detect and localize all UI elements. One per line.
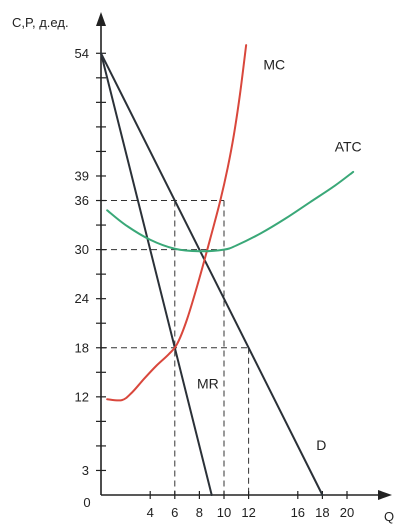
y-axis-arrow-icon — [96, 12, 106, 26]
series-atc-line — [106, 170, 355, 253]
ticks: 3 12 18 24 30 36 39 54 0 4 6 8 10 12 16 18 20 — [75, 46, 355, 520]
series-mr-line — [100, 52, 213, 496]
x-tick-label-16: 16 — [291, 505, 305, 520]
x-tick-label-10: 10 — [217, 505, 231, 520]
series — [100, 44, 355, 496]
y-tick-label-54: 54 — [75, 46, 89, 61]
x-tick-label-18: 18 — [315, 505, 329, 520]
y-tick-label-30: 30 — [75, 242, 89, 257]
y-tick-label-3: 3 — [82, 463, 89, 478]
axes — [96, 12, 392, 500]
y-tick-label-36: 36 — [75, 193, 89, 208]
x-tick-label-12: 12 — [241, 505, 255, 520]
y-tick-label-18: 18 — [75, 340, 89, 355]
curve-label-mr: MR — [197, 376, 219, 392]
series-mc-line — [106, 44, 248, 402]
x-axis-label: Q — [384, 509, 394, 524]
x-tick-label-8: 8 — [196, 505, 203, 520]
y-tick-label-12: 12 — [75, 389, 89, 404]
x-tick-label-4: 4 — [147, 505, 154, 520]
curve-label-atc: ATC — [335, 138, 362, 154]
x-axis-arrow-icon — [378, 490, 392, 500]
x-tick-label-0: 0 — [83, 495, 90, 510]
curve-label-mc: MC — [263, 57, 285, 73]
curve-label-d: D — [316, 437, 326, 453]
x-tick-label-6: 6 — [171, 505, 178, 520]
y-tick-label-39: 39 — [75, 168, 89, 183]
labels: MC ATC MR D — [197, 57, 362, 453]
y-tick-label-24: 24 — [75, 291, 89, 306]
series-d-line — [100, 52, 324, 496]
y-axis-label: C,P, д.ед. — [12, 15, 69, 30]
x-tick-label-20: 20 — [340, 505, 354, 520]
